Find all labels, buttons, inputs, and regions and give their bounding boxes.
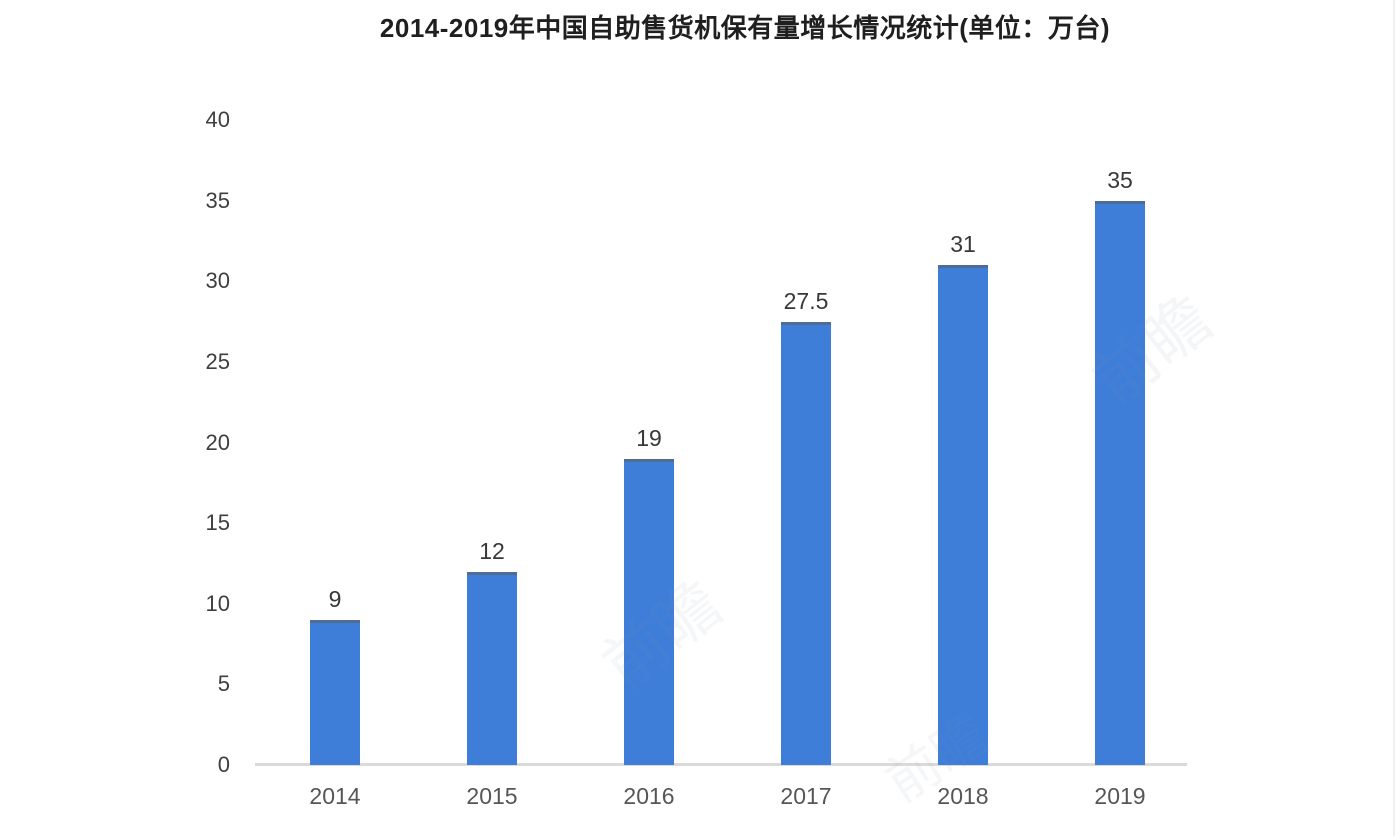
bar-2014 [310, 619, 360, 765]
x-axis-line [255, 763, 1187, 766]
y-axis-tick-label: 30 [205, 268, 230, 294]
y-axis-tick-label: 35 [205, 187, 230, 213]
bar-value-label: 9 [328, 585, 342, 612]
y-axis-tick-label: 20 [205, 429, 230, 455]
x-axis-tick-label: 2015 [466, 783, 518, 809]
chart-title: 2014-2019年中国自助售货机保有量增长情况统计(单位：万台) [379, 13, 1111, 43]
y-axis-tick-label: 40 [205, 107, 230, 132]
bar-2016 [624, 458, 674, 765]
bar-value-label: 35 [1107, 166, 1133, 193]
x-axis-tick-label: 2016 [623, 783, 675, 809]
x-axis-tick-label: 2017 [780, 783, 832, 809]
y-axis-tick-label: 15 [205, 510, 230, 536]
bar-2018 [938, 265, 988, 765]
bar-value-label: 19 [636, 424, 662, 451]
y-axis-tick-label: 25 [205, 348, 230, 374]
page-edge-divider [1393, 0, 1395, 836]
bar-value-label: 12 [479, 537, 505, 564]
watermark: 前瞻 [1079, 282, 1225, 418]
bar-2015 [467, 571, 517, 765]
y-axis-tick-label: 0 [217, 752, 230, 777]
bar-2019 [1095, 200, 1145, 765]
bar-value-label: 31 [950, 231, 976, 258]
x-axis-tick-label: 2019 [1094, 783, 1146, 809]
bar-value-label: 27.5 [783, 287, 829, 314]
y-axis-tick-label: 5 [217, 671, 230, 697]
bar-2017 [781, 321, 831, 765]
y-axis-tick-label: 10 [205, 590, 230, 616]
x-axis-tick-label: 2014 [309, 783, 361, 809]
x-axis-tick-label: 2018 [937, 783, 989, 809]
